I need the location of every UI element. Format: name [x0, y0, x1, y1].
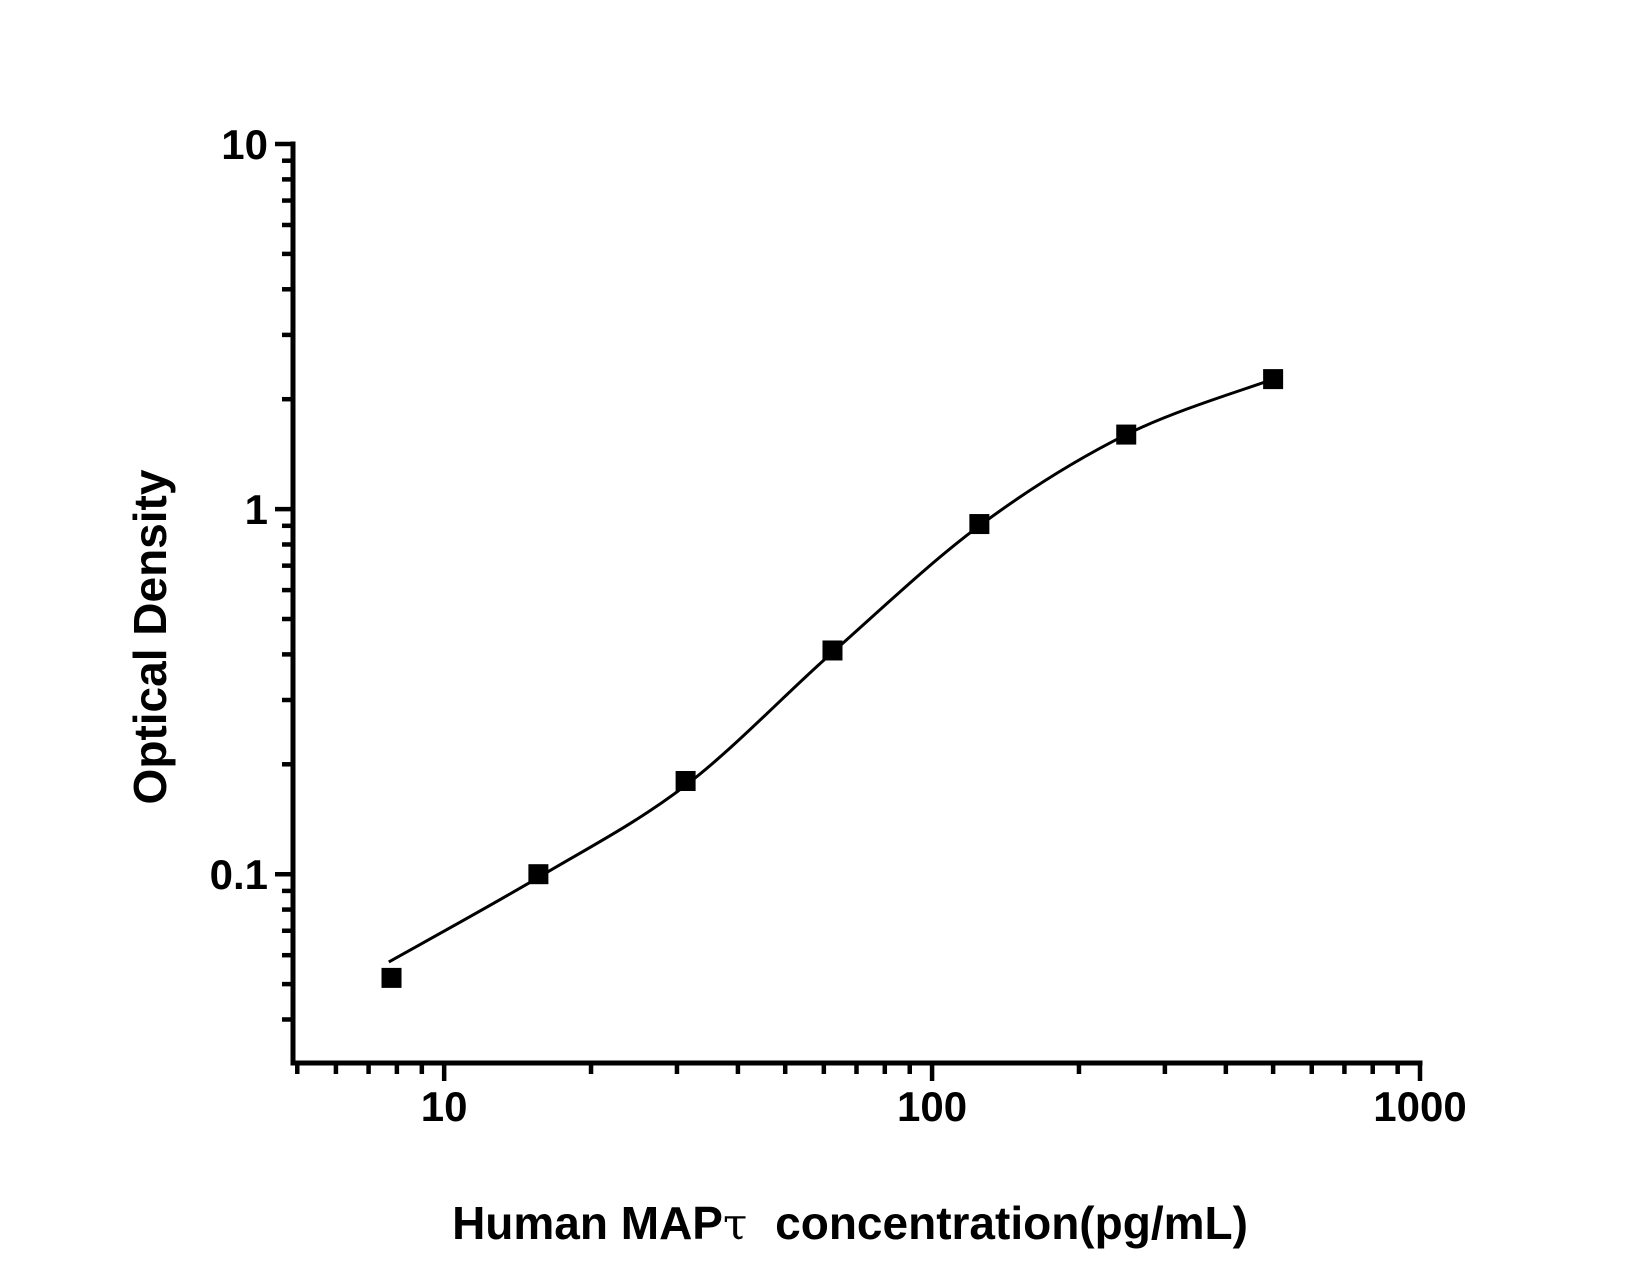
data-point-marker	[381, 967, 402, 988]
x-tick-label: 1000	[1373, 1083, 1466, 1130]
x-tick-label: 10	[421, 1083, 468, 1130]
x-axis-title-main: Human MAP	[452, 1197, 723, 1249]
data-point-marker	[969, 514, 990, 535]
data-point-marker	[822, 640, 843, 661]
y-tick-label: 1	[245, 486, 268, 533]
data-point-marker	[1116, 424, 1137, 445]
x-axis-title-unit: concentration(pg/mL)	[775, 1197, 1248, 1249]
y-tick-label: 10	[221, 121, 268, 168]
data-point-marker	[528, 864, 549, 885]
fit-curve	[388, 377, 1274, 964]
x-axis-title: Human MAPτ concentration(pg/mL)	[452, 1196, 1248, 1250]
data-point-marker	[1263, 369, 1284, 390]
data-point-marker	[675, 770, 696, 791]
y-tick-label: 0.1	[210, 851, 268, 898]
x-tick-label: 100	[897, 1083, 967, 1130]
x-axis-title-tau-symbol: τ	[722, 1199, 748, 1250]
axis-spines	[290, 141, 1423, 1066]
